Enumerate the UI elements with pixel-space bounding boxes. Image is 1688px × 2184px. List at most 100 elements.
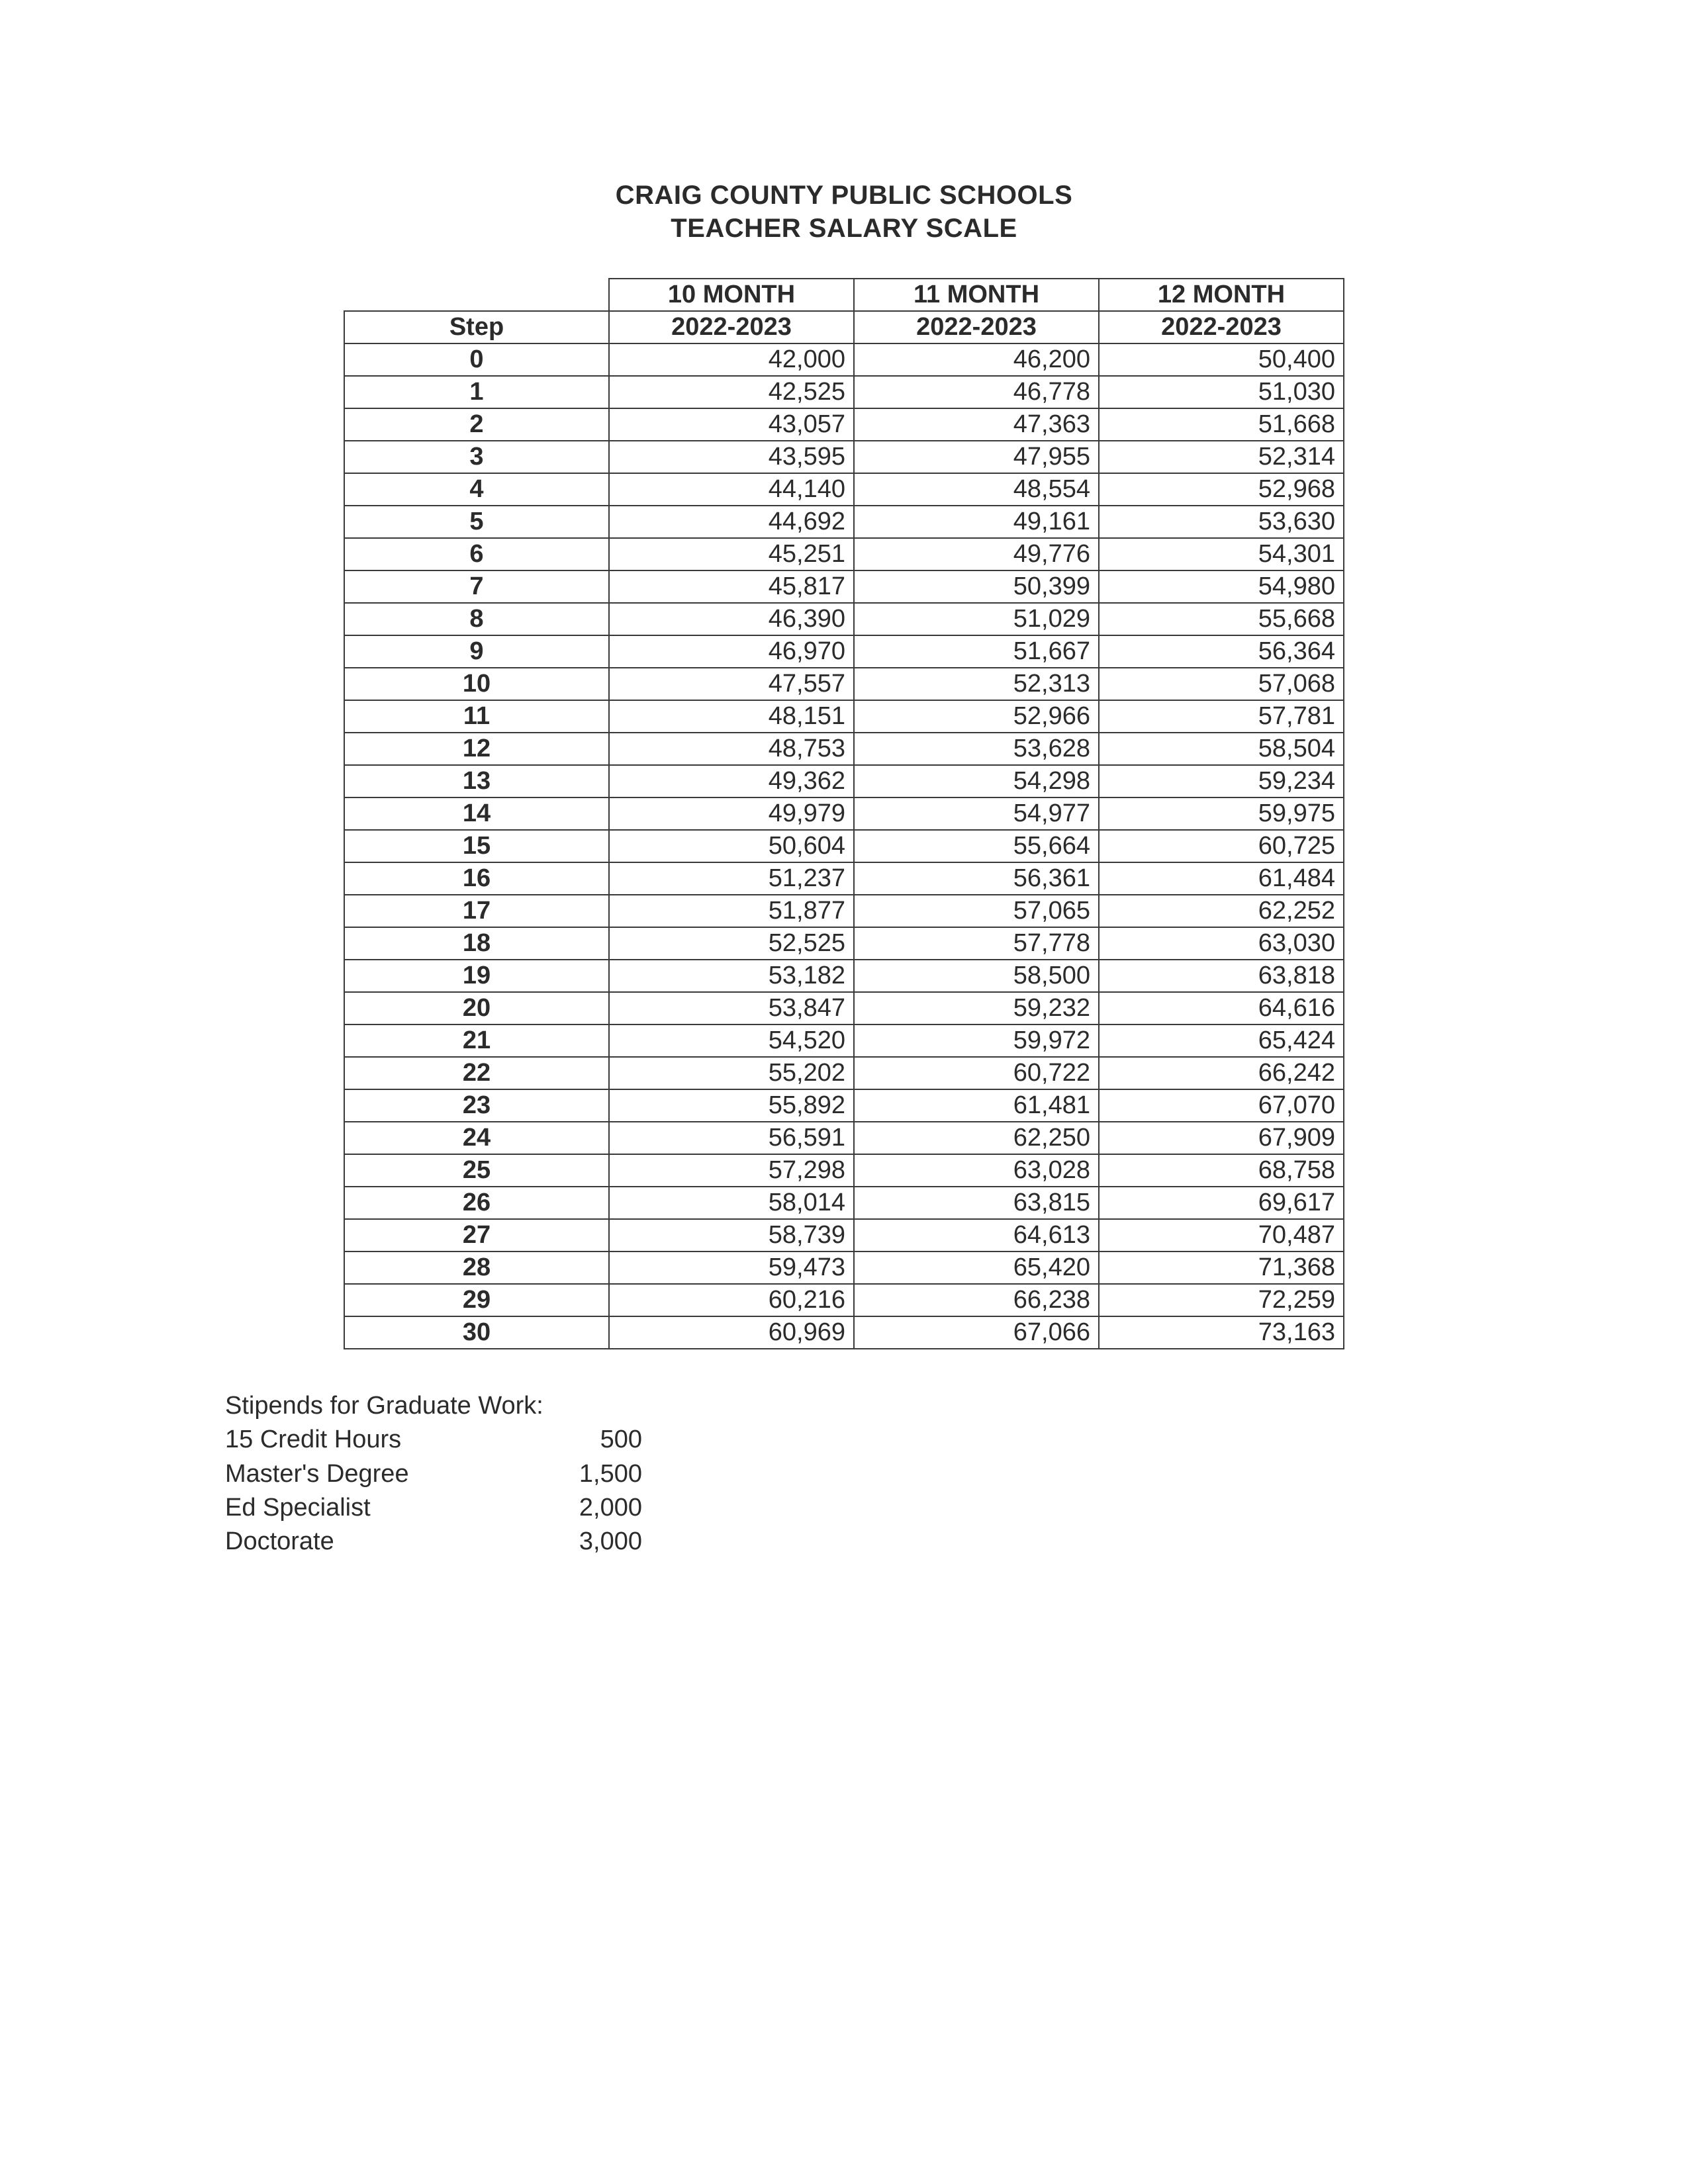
table-row: 3060,96967,06673,163 [344,1316,1344,1349]
col-year-10-month: 2022-2023 [609,311,854,343]
value-cell: 53,847 [609,992,854,1024]
stipend-label: 15 Credit Hours [225,1423,510,1457]
col-header-11-month: 11 MONTH [854,279,1099,311]
value-cell: 67,909 [1099,1122,1344,1154]
table-row: 1953,18258,50063,818 [344,960,1344,992]
title-line-1: CRAIG COUNTY PUBLIC SCHOOLS [0,179,1688,212]
table-row: 343,59547,95552,314 [344,441,1344,473]
value-cell: 73,163 [1099,1316,1344,1349]
value-cell: 60,725 [1099,830,1344,862]
value-cell: 46,200 [854,343,1099,376]
table-row: 2557,29863,02868,758 [344,1154,1344,1187]
value-cell: 50,399 [854,570,1099,603]
stipend-row: Master's Degree1,500 [225,1457,1688,1491]
stipends-title: Stipends for Graduate Work: [225,1389,1688,1423]
value-cell: 48,753 [609,733,854,765]
value-cell: 45,817 [609,570,854,603]
step-cell: 14 [344,797,609,830]
value-cell: 54,301 [1099,538,1344,570]
blank-corner-cell [344,279,609,311]
col-year-12-month: 2022-2023 [1099,311,1344,343]
value-cell: 57,068 [1099,668,1344,700]
step-cell: 21 [344,1024,609,1057]
value-cell: 59,972 [854,1024,1099,1057]
step-cell: 30 [344,1316,609,1349]
value-cell: 64,616 [1099,992,1344,1024]
value-cell: 54,520 [609,1024,854,1057]
value-cell: 59,232 [854,992,1099,1024]
value-cell: 69,617 [1099,1187,1344,1219]
value-cell: 57,778 [854,927,1099,960]
table-row: 645,25149,77654,301 [344,538,1344,570]
value-cell: 62,252 [1099,895,1344,927]
salary-table: 10 MONTH 11 MONTH 12 MONTH Step 2022-202… [344,278,1344,1349]
value-cell: 61,484 [1099,862,1344,895]
value-cell: 57,298 [609,1154,854,1187]
table-header-year-row: Step 2022-2023 2022-2023 2022-2023 [344,311,1344,343]
step-cell: 28 [344,1251,609,1284]
value-cell: 47,363 [854,408,1099,441]
value-cell: 43,595 [609,441,854,473]
value-cell: 55,664 [854,830,1099,862]
step-cell: 26 [344,1187,609,1219]
value-cell: 46,778 [854,376,1099,408]
step-cell: 1 [344,376,609,408]
step-cell: 8 [344,603,609,635]
step-cell: 2 [344,408,609,441]
table-row: 1148,15152,96657,781 [344,700,1344,733]
value-cell: 54,977 [854,797,1099,830]
table-row: 2255,20260,72266,242 [344,1057,1344,1089]
stipend-label: Master's Degree [225,1457,510,1491]
value-cell: 66,238 [854,1284,1099,1316]
value-cell: 52,968 [1099,473,1344,506]
table-row: 2960,21666,23872,259 [344,1284,1344,1316]
page: CRAIG COUNTY PUBLIC SCHOOLS TEACHER SALA… [0,0,1688,2184]
table-row: 1047,55752,31357,068 [344,668,1344,700]
value-cell: 67,066 [854,1316,1099,1349]
table-row: 1852,52557,77863,030 [344,927,1344,960]
value-cell: 51,029 [854,603,1099,635]
step-cell: 16 [344,862,609,895]
stipend-list: 15 Credit Hours500Master's Degree1,500Ed… [225,1423,1688,1559]
table-row: 1248,75353,62858,504 [344,733,1344,765]
value-cell: 51,237 [609,862,854,895]
value-cell: 60,969 [609,1316,854,1349]
value-cell: 59,975 [1099,797,1344,830]
value-cell: 57,065 [854,895,1099,927]
step-cell: 7 [344,570,609,603]
table-row: 1449,97954,97759,975 [344,797,1344,830]
value-cell: 56,364 [1099,635,1344,668]
value-cell: 58,739 [609,1219,854,1251]
table-row: 2658,01463,81569,617 [344,1187,1344,1219]
value-cell: 65,424 [1099,1024,1344,1057]
table-row: 142,52546,77851,030 [344,376,1344,408]
value-cell: 63,818 [1099,960,1344,992]
step-cell: 9 [344,635,609,668]
table-row: 846,39051,02955,668 [344,603,1344,635]
value-cell: 43,057 [609,408,854,441]
value-cell: 42,000 [609,343,854,376]
table-row: 042,00046,20050,400 [344,343,1344,376]
value-cell: 55,202 [609,1057,854,1089]
stipend-row: Doctorate3,000 [225,1525,1688,1559]
step-cell: 3 [344,441,609,473]
value-cell: 48,554 [854,473,1099,506]
value-cell: 49,161 [854,506,1099,538]
step-cell: 22 [344,1057,609,1089]
table-row: 1751,87757,06562,252 [344,895,1344,927]
value-cell: 53,628 [854,733,1099,765]
col-header-step: Step [344,311,609,343]
table-row: 2859,47365,42071,368 [344,1251,1344,1284]
step-cell: 6 [344,538,609,570]
value-cell: 70,487 [1099,1219,1344,1251]
value-cell: 49,362 [609,765,854,797]
value-cell: 66,242 [1099,1057,1344,1089]
value-cell: 54,298 [854,765,1099,797]
table-row: 2053,84759,23264,616 [344,992,1344,1024]
value-cell: 65,420 [854,1251,1099,1284]
value-cell: 56,361 [854,862,1099,895]
value-cell: 46,390 [609,603,854,635]
value-cell: 64,613 [854,1219,1099,1251]
step-cell: 19 [344,960,609,992]
value-cell: 52,966 [854,700,1099,733]
